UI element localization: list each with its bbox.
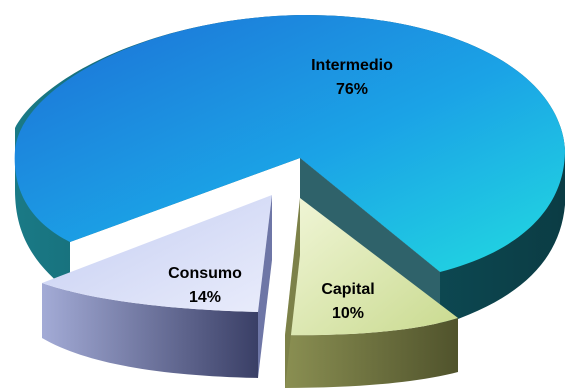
slice-intermedio-top (14, 14, 565, 273)
slice-consumo-cut-face (258, 195, 272, 378)
slice-consumo-top (42, 195, 272, 312)
label-consumo-percent: 14% (189, 289, 221, 306)
label-capital-name: Capital (321, 281, 374, 298)
slice-capital-cut-face (285, 198, 300, 388)
slice-intermedio (14, 14, 565, 326)
label-intermedio-percent: 76% (336, 81, 368, 98)
slice-capital (285, 198, 458, 388)
slice-consumo-side (42, 283, 258, 378)
label-capital-percent: 10% (332, 305, 364, 322)
slice-capital-top (285, 198, 458, 336)
slice-consumo (42, 195, 272, 378)
label-intermedio-name: Intermedio (311, 57, 393, 74)
label-consumo-name: Consumo (168, 265, 242, 282)
slice-capital-side (285, 318, 458, 388)
